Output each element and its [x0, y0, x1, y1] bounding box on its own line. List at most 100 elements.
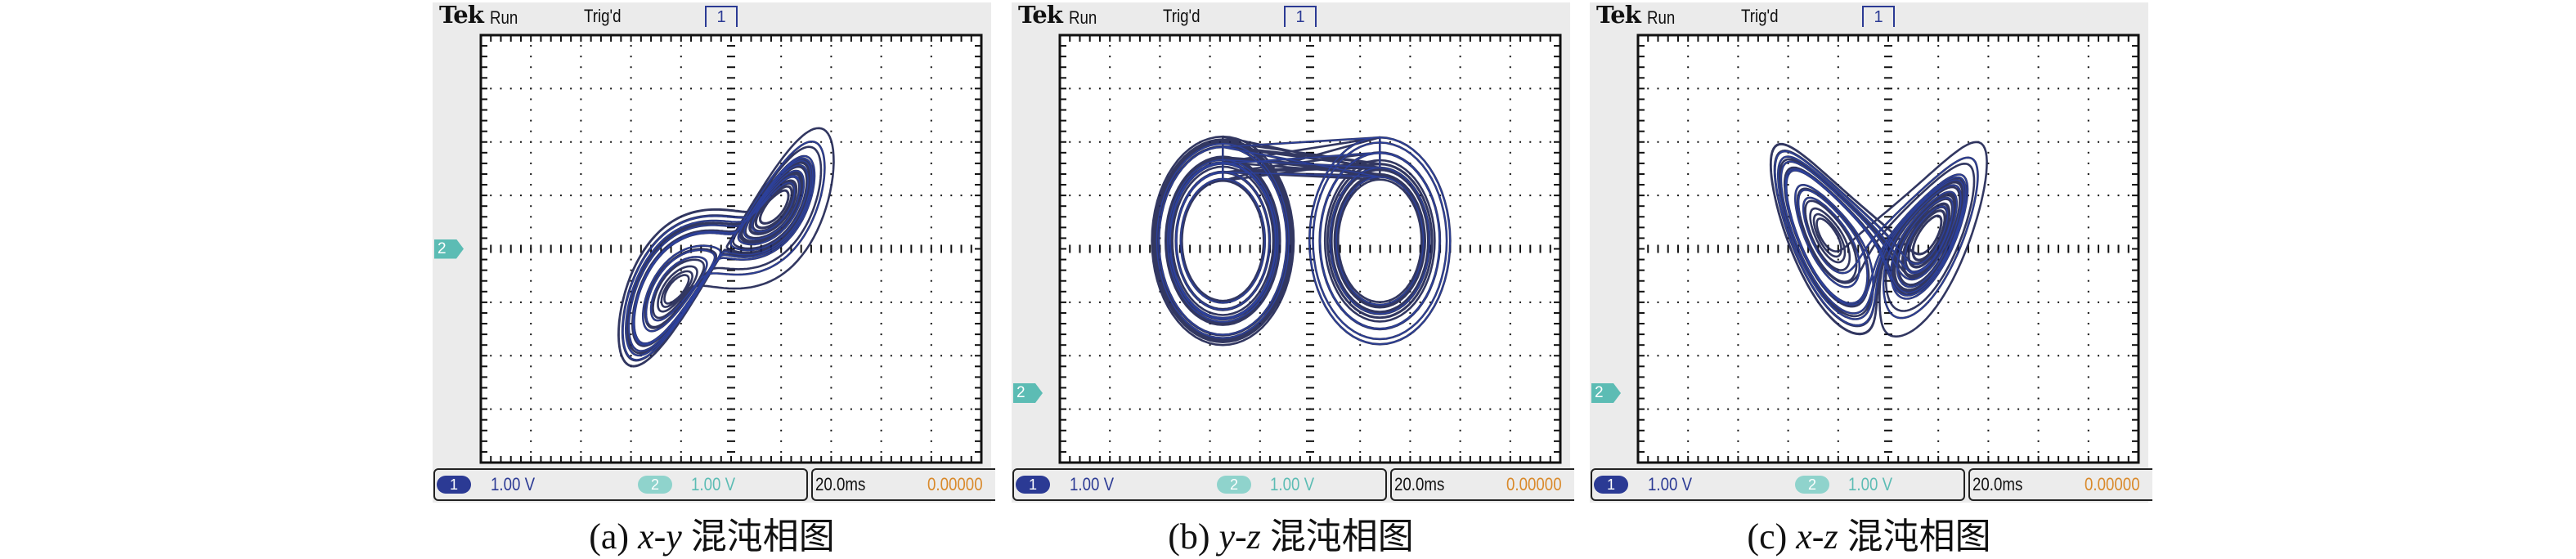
figure-caption: (a) x-y 混沌相图 [433, 507, 991, 559]
grid-dot [2067, 355, 2070, 357]
center-axis-tick [1884, 66, 1892, 69]
grid-dot [1937, 290, 1940, 293]
grid-dot [2067, 408, 2070, 410]
grid-dot [1329, 141, 1331, 143]
grid-dot [1469, 355, 1471, 357]
grid-dot [530, 323, 532, 325]
grid-dot [690, 141, 693, 143]
grid-dot [1439, 301, 1442, 303]
grid-dot [860, 141, 863, 143]
grid-dot [1449, 195, 1452, 197]
grid-dot [630, 151, 632, 154]
grid-dot [1439, 87, 1442, 90]
grid-dot [1409, 355, 1411, 357]
trigger-status: Trig'd [1163, 6, 1200, 26]
grid-dot [1937, 162, 1940, 164]
oscilloscope-screen-a: Tek Run Trig'd 1 2 1 1.00 V 2 1.00 V 20.… [433, 1, 995, 557]
grid-dot [1109, 195, 1111, 197]
grid-dot [2087, 56, 2089, 58]
grid-dot [1737, 258, 1739, 261]
oscilloscope-screen-b: Tek Run Trig'd 1 2 1 1.00 V 2 1.00 V 20.… [1012, 1, 1574, 557]
grid-dot [1079, 408, 1081, 410]
frame-tick [590, 456, 592, 463]
frame-tick [481, 258, 487, 261]
grid-dot [1409, 269, 1411, 271]
grid-dot [880, 109, 882, 111]
grid-dot [1847, 355, 1850, 357]
grid-dot [2047, 87, 2049, 90]
frame-tick [481, 376, 487, 378]
grid-dot [1449, 408, 1452, 410]
center-axis-tick [540, 244, 542, 253]
grid-dot [1837, 151, 1839, 154]
grid-dot [1409, 45, 1411, 47]
frame-tick [1549, 35, 1551, 42]
grid-dot [1697, 301, 1699, 303]
center-axis-tick [727, 440, 735, 442]
grid-dot [630, 56, 632, 58]
grid-dot [1409, 376, 1411, 378]
grid-dot [1339, 408, 1341, 410]
grid-dot [1509, 205, 1511, 208]
grid-dot [840, 301, 842, 303]
frame-tick [1554, 323, 1560, 325]
frame-tick [1299, 456, 1301, 463]
caption-text: 混沌相图 [1269, 517, 1414, 557]
grid-dot [1149, 141, 1151, 143]
grid-dot [1787, 98, 1789, 101]
grid-dot [1707, 408, 1709, 410]
grid-dot [1937, 355, 1940, 357]
grid-dot [530, 119, 532, 122]
grid-dot [1817, 408, 1820, 410]
grid-dot [1459, 184, 1461, 186]
grid-dot [1409, 237, 1411, 239]
frame-tick [1389, 35, 1391, 42]
grid-dot [720, 301, 722, 303]
grid-dot [2027, 301, 2030, 303]
frame-tick [1917, 35, 1919, 42]
center-axis-tick [1249, 244, 1251, 253]
grid-dot [820, 141, 823, 143]
grid-dot [1259, 311, 1261, 314]
grid-dot [1178, 141, 1181, 143]
grid-dot [970, 141, 972, 143]
grid-dot [780, 429, 783, 432]
grid-dot [1159, 376, 1161, 378]
center-axis-tick [1306, 440, 1314, 442]
grid-dot [1737, 141, 1739, 143]
grid-dot [1269, 141, 1272, 143]
frame-tick [790, 456, 792, 463]
grid-dot [599, 141, 602, 143]
grid-dot [1509, 151, 1511, 154]
grid-dot [1159, 130, 1161, 132]
grid-dot [1837, 450, 1839, 453]
frame-tick [1638, 290, 1645, 293]
grid-dot [580, 184, 582, 186]
grid-dot [2027, 87, 2030, 90]
grid-dot [680, 195, 682, 197]
grid-dot [1509, 344, 1511, 347]
center-axis-tick [2107, 244, 2110, 253]
grid-dot [580, 397, 582, 400]
grid-dot [1159, 162, 1161, 164]
grid-dot [580, 344, 582, 347]
grid-dot [1409, 440, 1411, 442]
channel-readout-bar: 1 1.00 V 2 1.00 V [1591, 468, 1965, 501]
grid-dot [1088, 195, 1091, 197]
grid-dot [1987, 195, 1990, 197]
grid-dot [1459, 141, 1461, 143]
grid-dot [880, 355, 882, 357]
frame-tick [1369, 35, 1371, 42]
grid-dot [1787, 450, 1789, 453]
center-axis-tick [1306, 333, 1314, 336]
ch1-scale: 1.00 V [1648, 474, 1693, 494]
grid-dot [1787, 87, 1789, 90]
grid-dot [720, 87, 722, 90]
center-axis-tick [1884, 429, 1892, 432]
center-axis-tick [790, 244, 792, 253]
grid-dot [960, 87, 963, 90]
frame-tick [1060, 172, 1066, 175]
grid-dot [1259, 440, 1261, 442]
grid-dot [1209, 429, 1211, 432]
grid-dot [1209, 237, 1211, 239]
